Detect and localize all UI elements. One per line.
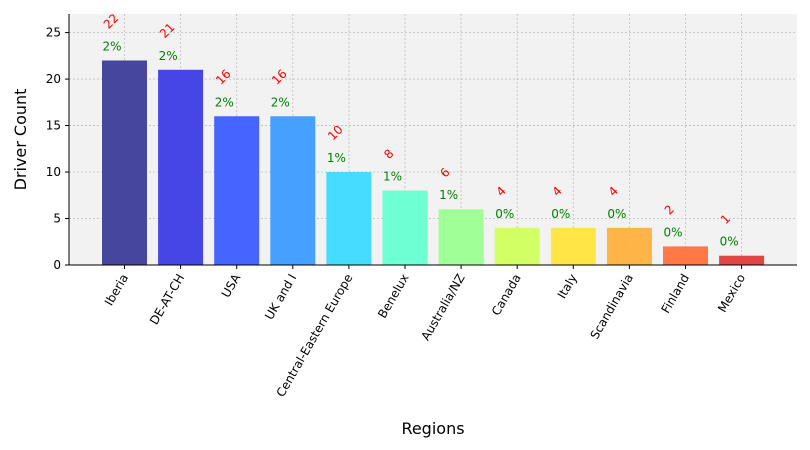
percent-label: 2% [159, 49, 178, 63]
y-tick-label: 10 [46, 165, 61, 179]
y-axis-label: Driver Count [11, 89, 30, 191]
y-tick-label: 0 [53, 258, 61, 272]
bar-10 [663, 246, 708, 265]
percent-label: 0% [607, 207, 626, 221]
bars [102, 60, 765, 266]
y-tick-label: 25 [46, 26, 61, 40]
bar-5 [382, 190, 428, 265]
bar-2 [214, 116, 260, 265]
percent-label: 1% [383, 170, 402, 184]
bar-7 [494, 227, 540, 265]
y-ticks: 0 5 10 15 20 25 [46, 26, 69, 272]
x-tick-label: USA [219, 271, 244, 300]
x-axis-label: Regions [401, 419, 464, 438]
x-ticks: Iberia DE-AT-CH USA UK and ICentral-Eastern… [102, 265, 748, 399]
x-tick-label: Benelux [375, 272, 411, 321]
y-tick-label: 20 [46, 72, 61, 86]
bar-11 [719, 255, 765, 265]
x-tick-label: DE-AT-CH [147, 272, 187, 328]
bar-6 [438, 209, 484, 265]
x-tick-label: Finland [659, 272, 693, 316]
x-tick-label: Iberia [102, 272, 131, 309]
x-tick-label: UK and I [262, 272, 299, 323]
y-tick-label: 5 [53, 212, 61, 226]
percent-label: 2% [103, 39, 122, 53]
x-tick-label: Australia/NZ [418, 272, 467, 343]
percent-label: 0% [720, 235, 739, 249]
x-tick-label: Mexico [715, 272, 748, 315]
percent-label: 1% [439, 188, 458, 202]
percent-label: 0% [495, 207, 514, 221]
x-tick-label: Canada [489, 272, 524, 319]
y-tick-label: 15 [46, 119, 61, 133]
percent-label: 2% [215, 95, 234, 109]
bar-8 [550, 227, 596, 265]
bar-3 [270, 116, 316, 265]
percent-label: 1% [327, 151, 346, 165]
percent-label: 2% [271, 95, 290, 109]
percent-label: 0% [664, 225, 683, 239]
percent-label: 0% [551, 207, 570, 221]
x-tick-label: Scandinavia [587, 272, 636, 342]
bar-4 [326, 172, 372, 265]
bar-0 [102, 60, 147, 266]
bar-9 [606, 227, 652, 265]
bar-1 [158, 69, 204, 266]
x-tick-label: Italy [555, 272, 580, 302]
